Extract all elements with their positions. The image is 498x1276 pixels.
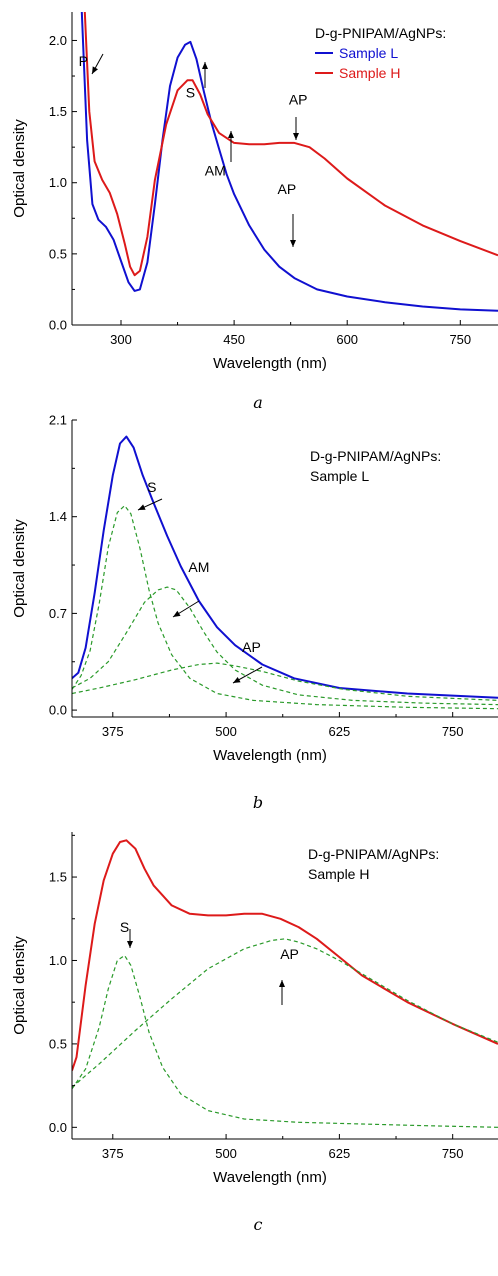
annotation-arrowhead [92, 66, 99, 74]
x-tick-label: 500 [215, 1146, 237, 1161]
annotation-arrowhead [290, 240, 296, 247]
x-tick-label: 375 [102, 1146, 124, 1161]
legend-title: D-g-PNIPAM/AgNPs: [315, 25, 446, 41]
x-tick-label: 600 [336, 332, 358, 347]
y-tick-label: 1.0 [49, 953, 67, 968]
annotation-arrowhead [127, 941, 133, 948]
annotation-arrowhead [279, 980, 285, 987]
annotation-arrowhead [138, 504, 146, 510]
panel-caption: b [253, 793, 263, 812]
series-line-sample-h [72, 839, 498, 1071]
annotation-label: AM [188, 559, 209, 575]
x-tick-label: 625 [329, 1146, 351, 1161]
x-tick-label: 300 [110, 332, 132, 347]
annotation-arrowhead [173, 610, 181, 617]
y-tick-label: 0.0 [49, 318, 67, 333]
annotation-label: S [147, 479, 156, 495]
y-axis-label: Optical density [11, 119, 28, 218]
x-tick-label: 750 [449, 332, 471, 347]
series-line-sample-l [80, 12, 498, 312]
annotation-label: AP [278, 181, 297, 197]
y-axis-label: Optical density [11, 519, 28, 618]
series-line-sample-l [72, 435, 498, 699]
annotation-arrowhead [202, 62, 208, 69]
y-tick-label: 2.0 [49, 33, 67, 48]
y-tick-label: 1.4 [49, 509, 67, 524]
legend-title: D-g-PNIPAM/AgNPs: [308, 846, 439, 862]
y-tick-label: 0.7 [49, 606, 67, 621]
legend-subtitle: Sample L [310, 468, 369, 484]
annotation-label: P [79, 53, 88, 69]
x-tick-label: 500 [215, 724, 237, 739]
legend-subtitle: Sample H [308, 866, 369, 882]
x-tick-label: 450 [223, 332, 245, 347]
series-line-s [72, 954, 498, 1128]
panel-caption: c [254, 1215, 263, 1234]
y-tick-label: 0.0 [49, 703, 67, 718]
annotation-arrowhead [228, 131, 234, 138]
x-axis-label: Wavelength (nm) [213, 747, 327, 764]
chart-panel-b: 0.0 0.7 1.4 2.1 375 500 625 750 Wavelength (nm) O… [11, 413, 498, 812]
chart-panel-c: 0.0 0.5 1.0 1.5 375 500 625 750 Wavelength (nm) O… [11, 832, 498, 1234]
x-tick-label: 625 [329, 724, 351, 739]
series-line-ap [72, 662, 498, 701]
series-line-sample-h [83, 12, 498, 277]
y-axis-label: Optical density [11, 936, 28, 1035]
annotation-label: S [120, 919, 129, 935]
annotation-label: AP [242, 639, 261, 655]
chart-panel-a: 0.0 0.5 1.0 1.5 2.0 300 450 600 750 Wavelength (n… [11, 12, 498, 412]
annotation-arrowhead [233, 676, 241, 683]
x-axis-label: Wavelength (nm) [213, 1169, 327, 1186]
y-tick-label: 0.5 [49, 1036, 67, 1051]
legend-title: D-g-PNIPAM/AgNPs: [310, 448, 441, 464]
x-tick-label: 375 [102, 724, 124, 739]
annotation-label: AP [280, 946, 299, 962]
y-tick-label: 0.5 [49, 246, 67, 261]
x-tick-label: 750 [442, 1146, 464, 1161]
annotation-label: AP [289, 91, 308, 107]
annotation-label: S [186, 84, 195, 100]
x-tick-label: 750 [442, 724, 464, 739]
x-axis-label: Wavelength (nm) [213, 355, 327, 372]
y-tick-label: 1.5 [49, 870, 67, 885]
series-line-am [72, 586, 498, 706]
y-tick-label: 0.0 [49, 1120, 67, 1135]
y-tick-label: 2.1 [49, 413, 67, 428]
annotation-arrowhead [293, 133, 299, 140]
series-line-ap [72, 938, 498, 1088]
y-tick-label: 1.0 [49, 175, 67, 190]
series-line-s [72, 505, 498, 710]
legend-entry: Sample H [339, 65, 400, 81]
y-tick-label: 1.5 [49, 104, 67, 119]
annotation-label: AM [205, 163, 226, 179]
legend-entry: Sample L [339, 45, 398, 61]
panel-caption: a [253, 393, 263, 412]
